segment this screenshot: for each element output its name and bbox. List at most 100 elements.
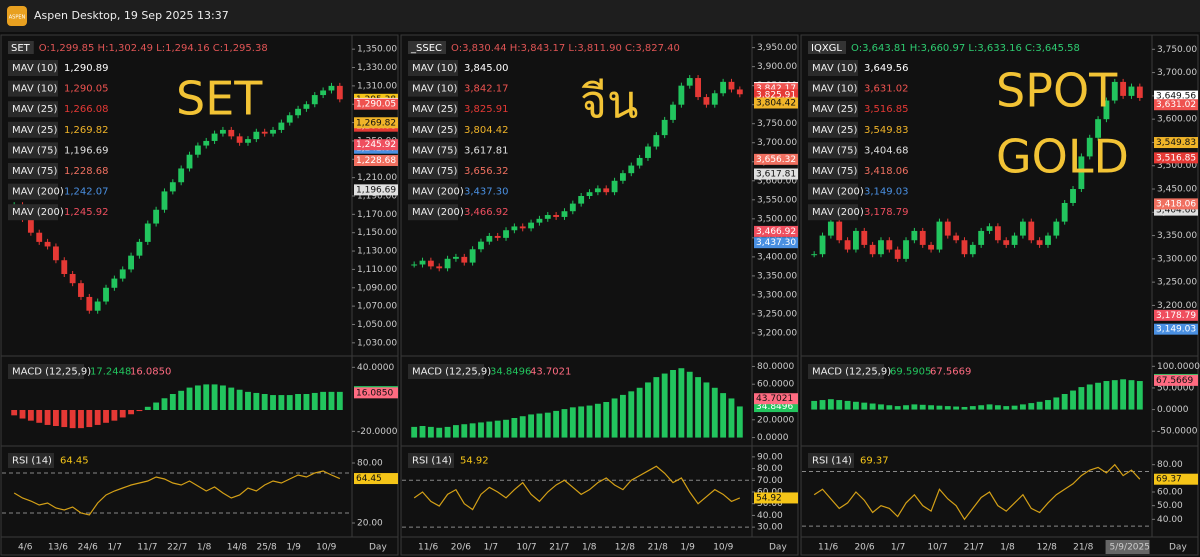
price-tag-label: 1,290.05: [356, 100, 396, 110]
candle: [469, 249, 476, 263]
price-tag: [1154, 152, 1198, 164]
candle: [178, 168, 185, 183]
macd-bar: [311, 392, 318, 410]
panel: [0, 34, 399, 556]
mav-name: MAV (10): [412, 84, 457, 95]
ohlc: O:1,299.85 H:1,302.49 L:1,294.16 C:1,295…: [39, 43, 268, 54]
candle: [686, 78, 693, 86]
macd-bar: [153, 402, 160, 410]
macd-bar: [103, 410, 109, 423]
candle: [1103, 100, 1110, 120]
y-tick-label: 1,310.00: [357, 81, 397, 91]
price-tag-label: 43.7021: [756, 394, 793, 404]
candle: [586, 192, 593, 196]
macd-bar: [194, 385, 201, 410]
mav-value: 3,178.79: [864, 207, 909, 218]
macd-bar: [1028, 403, 1035, 410]
y-tick-label: 3,400.00: [757, 252, 797, 262]
macd-bar: [1136, 381, 1143, 410]
macd-bar: [86, 410, 93, 428]
candle: [611, 180, 618, 193]
mav-box: [408, 183, 458, 200]
macd-bar: [220, 385, 226, 410]
mav-name: MAV (200): [12, 187, 64, 198]
candle: [678, 85, 685, 105]
pane-title-box: [808, 364, 884, 379]
candle: [711, 93, 718, 105]
price-tag: [1154, 137, 1198, 149]
candle: [645, 146, 651, 158]
macd-bar: [519, 416, 526, 438]
macd-bar: [436, 427, 443, 438]
mav-value: 3,437.30: [464, 187, 509, 198]
candle: [836, 221, 843, 241]
mav-value: 3,466.92: [464, 207, 509, 218]
price-tag-label: 1,228.68: [356, 156, 396, 166]
candle: [1128, 86, 1135, 96]
pane-title: RSI (14): [12, 456, 52, 467]
macd-bar: [1020, 404, 1026, 410]
x-tick-label: 20/6: [451, 543, 471, 553]
symbol: IQXGL: [811, 43, 842, 54]
candle: [578, 196, 585, 204]
mav-value: 1,266.08: [64, 104, 109, 115]
macd-bar: [578, 406, 585, 438]
price-tag: [754, 237, 798, 249]
candle: [144, 223, 151, 242]
x-tick-label: 1/8: [582, 543, 597, 553]
candle: [1120, 81, 1127, 96]
x-tick-label: 21/7: [964, 543, 984, 553]
pane-title-box: [408, 364, 484, 379]
pane-title: MACD (12,25,9): [412, 367, 491, 378]
candle: [444, 258, 451, 269]
candle: [911, 230, 918, 241]
macd-bar: [861, 402, 868, 410]
candle: [536, 218, 543, 223]
y-tick-label: 3,300.00: [757, 290, 797, 300]
y-tick-label: 3,950.00: [757, 43, 797, 53]
macd-bar: [494, 420, 501, 438]
mav-box: [808, 142, 858, 159]
x-tick-label: 14/8: [227, 543, 247, 553]
candle: [561, 211, 568, 217]
price-tag-label: 64.45: [356, 474, 382, 484]
x-tick-label: 4/6: [18, 543, 33, 553]
price-tag: [754, 89, 798, 101]
mav-box: [8, 60, 58, 76]
mav-box: [8, 163, 58, 179]
candle: [703, 97, 710, 105]
macd-bar: [894, 406, 901, 410]
y-tick-label: -50.0000: [1157, 427, 1198, 437]
mav-box: [8, 101, 58, 118]
macd-bar: [853, 401, 859, 410]
macd-bar: [461, 424, 468, 438]
mav-box: [8, 80, 58, 97]
x-tick-label: 21/8: [648, 543, 668, 553]
y-tick-label: 1,150.00: [357, 228, 397, 238]
y-tick-label: 3,700.00: [1157, 68, 1197, 78]
candle: [427, 260, 434, 267]
macd-bar: [686, 371, 693, 438]
price-tag-label: 3,418.06: [1156, 199, 1196, 209]
macd-bar: [678, 368, 685, 438]
x-tick-label: 10/7: [927, 543, 947, 553]
candle: [1095, 119, 1101, 138]
y-tick-label: 3,250.00: [757, 309, 797, 319]
macd-bar: [44, 410, 51, 425]
price-tag: [354, 473, 398, 485]
macd-bar: [720, 393, 727, 438]
pane-title-box: [408, 453, 454, 468]
mav-value: 1,290.89: [64, 63, 109, 74]
price-tag: [354, 387, 398, 399]
title-bar: [0, 0, 1200, 32]
candle: [903, 240, 909, 259]
price-tag-label: 3,516.85: [1156, 153, 1196, 163]
macd-bar: [670, 370, 676, 438]
candle: [303, 104, 310, 109]
mav-name: MAV (25): [412, 104, 457, 115]
macd-bar: [161, 398, 168, 410]
y-tick-label: 1,050.00: [357, 320, 397, 330]
macd-bar: [69, 410, 76, 429]
signal-value: 67.5669: [930, 367, 971, 378]
mav-value: 3,649.56: [864, 63, 909, 74]
